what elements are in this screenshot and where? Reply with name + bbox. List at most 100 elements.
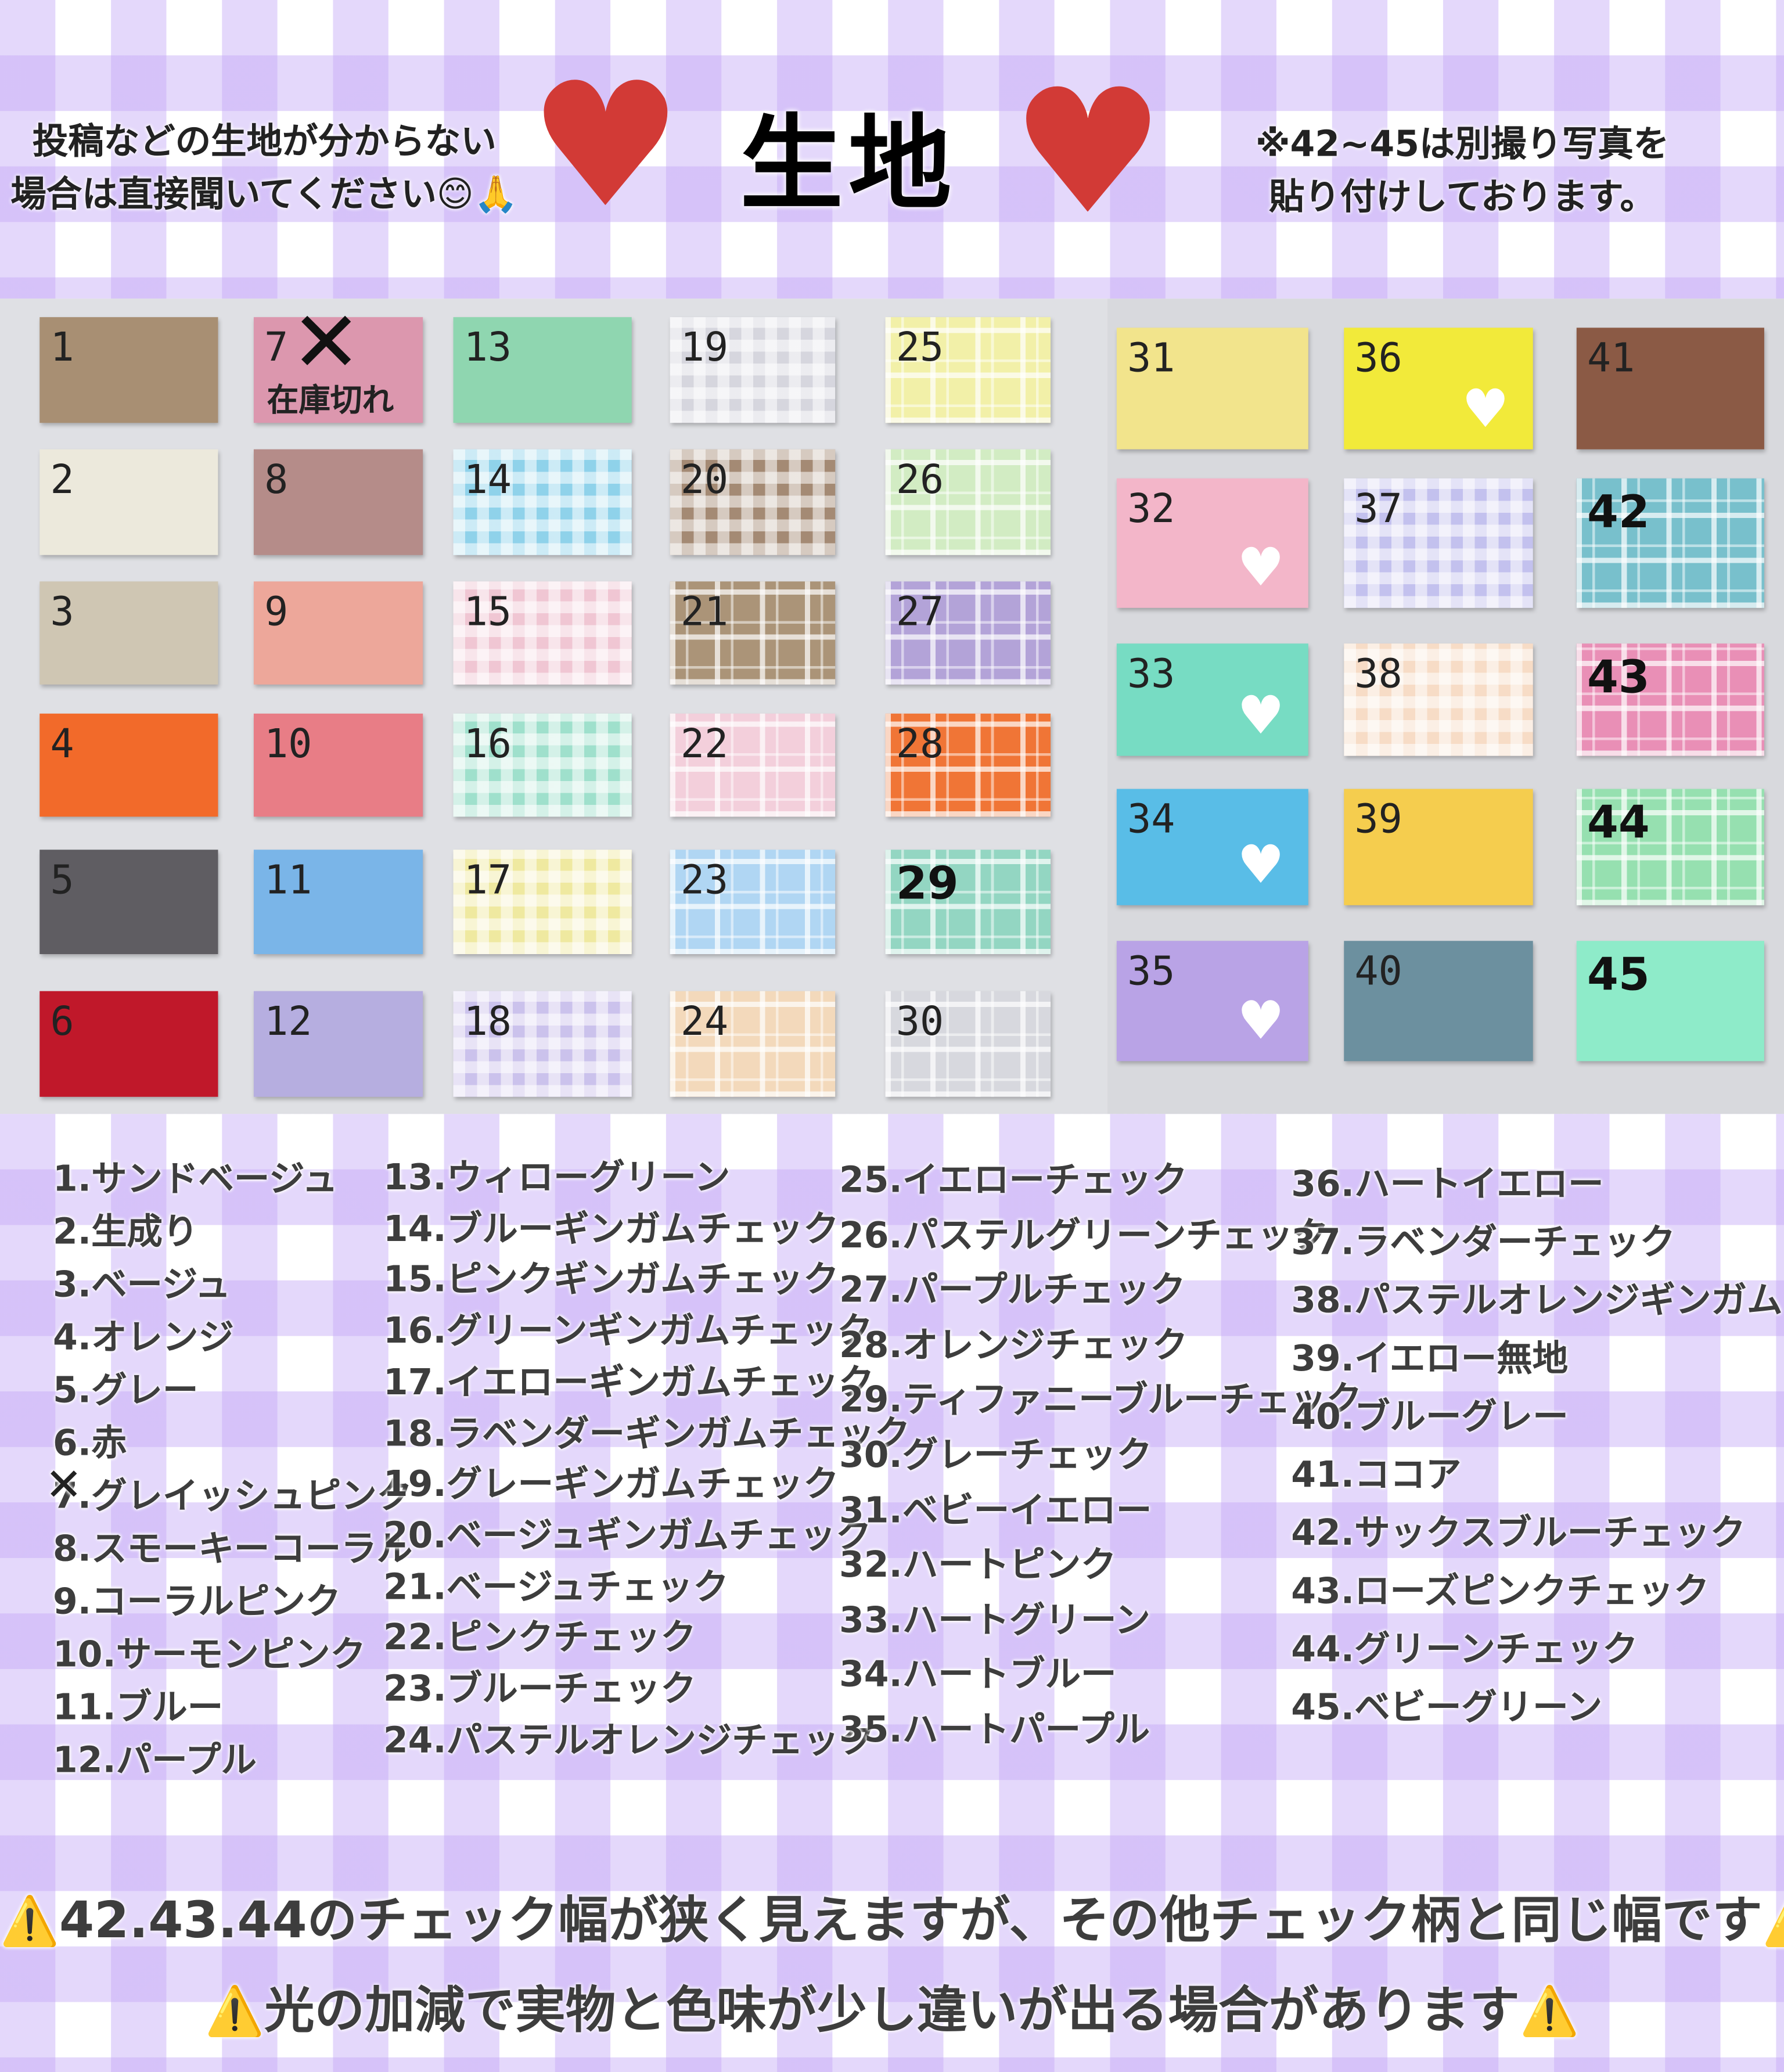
swatch-number: 12 [264, 999, 312, 1045]
swatch-12: 12 [253, 991, 423, 1097]
swatch-40: 40 [1344, 941, 1533, 1062]
fabric-list-item: 4.オレンジ [53, 1317, 234, 1359]
swatch-3: 3 [39, 581, 218, 685]
fabric-list-item: 34.ハートブルー [839, 1654, 1117, 1696]
swatch-30: 30 [885, 991, 1051, 1097]
swatch-5: 5 [39, 850, 218, 954]
swatch-number: 26 [895, 457, 944, 504]
fabric-list-item: 14.ブルーギンガムチェック [383, 1208, 839, 1250]
swatch-24: 24 [670, 991, 836, 1097]
swatch-45: 45 [1576, 941, 1764, 1062]
swatch-26: 26 [885, 449, 1051, 555]
swatch-number: 24 [680, 999, 729, 1045]
fabric-list-item: 41.ココア [1291, 1455, 1462, 1496]
swatch-number: 27 [895, 589, 944, 636]
swatch-number: 29 [895, 857, 959, 911]
fabric-list-item: 16.グリーンギンガムチェック [383, 1311, 873, 1352]
swatch-17: 17 [453, 850, 632, 954]
swatch-number: 19 [680, 325, 729, 372]
sold-out-label: 在庫切れ [267, 382, 394, 419]
swatch-number: 38 [1354, 651, 1402, 698]
right-note-line1: ※42~45は別撮り写真を [1255, 124, 1670, 166]
swatch-number: 30 [895, 999, 944, 1045]
swatch-number: 13 [463, 325, 512, 372]
warning-icon: ⚠️ [1519, 1984, 1579, 2039]
swatch-42: 42 [1576, 478, 1764, 608]
swatch-44: 44 [1576, 789, 1764, 905]
swatch-32: 32 [1116, 478, 1308, 608]
fabric-list-item: 33.ハートグリーン [839, 1600, 1150, 1641]
warning-icon: ⚠️ [1763, 1895, 1784, 1949]
swatch-4: 4 [39, 713, 218, 817]
fabric-list-item: 10.サーモンピンク [53, 1634, 366, 1676]
fabric-name-list: 1.サンドベージュ 2.生成り 3.ベージュ 4.オレンジ 5.グレー 6.赤 7.グレイッ… [0, 1114, 1784, 2072]
warning-line-1: ⚠️42.43.44のチェック幅が狭く見えますが、その他チェック柄と同じ幅です⚠… [0, 1879, 1784, 1952]
swatch-25: 25 [885, 317, 1051, 423]
swatch-number: 14 [463, 457, 512, 504]
fabric-list-item: 27.パープルチェック [839, 1270, 1186, 1311]
fabric-list-item: 31.ベビーイエロー [839, 1490, 1152, 1531]
page-title: 生地 [740, 106, 957, 225]
fabric-list-item: 30.グレーチェック [839, 1435, 1152, 1476]
swatch-36: 36 [1344, 328, 1533, 449]
fabric-list-item: 7.グレイッシュピンク ✕ [45, 1459, 413, 1517]
fabric-list-item: 22.ピンクチェック [383, 1618, 696, 1659]
swatch-number: 8 [264, 457, 289, 504]
swatch-number: 31 [1127, 336, 1175, 382]
swatch-35: 35 [1116, 941, 1308, 1062]
heart-icon: ♥ [528, 45, 683, 246]
swatch-8: 8 [253, 449, 423, 555]
fabric-list-item: 21.ベージュチェック [383, 1566, 729, 1608]
strike-x-icon: ✕ [45, 1459, 83, 1512]
swatch-9: 9 [253, 581, 423, 685]
fabric-list-item: 44.グリーンチェック [1291, 1629, 1638, 1671]
fabric-list-item: 19.グレーギンガムチェック [383, 1464, 839, 1506]
fabric-list-item: 2.生成り [53, 1211, 199, 1253]
fabric-list-item: 13.ウィローグリーン [383, 1157, 731, 1199]
swatch-number: 42 [1587, 486, 1650, 539]
swatch-photo-left [0, 298, 1107, 1114]
fabric-list-item: 39.イエロー無地 [1291, 1339, 1569, 1380]
warning-text-1: 42.43.44のチェック幅が狭く見えますが、その他チェック柄と同じ幅です [59, 1891, 1763, 1949]
swatch-number: 44 [1587, 797, 1650, 850]
swatch-number: 45 [1587, 948, 1650, 1002]
swatch-number: 4 [50, 721, 74, 768]
swatch-number: 22 [680, 721, 729, 768]
fabric-list-item: 18.ラベンダーギンガムチェック [383, 1413, 911, 1455]
swatch-number: 37 [1354, 486, 1402, 533]
warning-line-2: ⚠️光の加減で実物と色味が少し違いが出る場合があります⚠️ [0, 1969, 1784, 2042]
swatch-11: 11 [253, 850, 423, 954]
swatch-39: 39 [1344, 789, 1533, 905]
fabric-list-item: 25.イエローチェック [839, 1160, 1188, 1202]
fabric-list-item: 38.パステルオレンジギンガム [1291, 1280, 1783, 1322]
fabric-list-item: 45.ベビーグリーン [1291, 1687, 1603, 1729]
fabric-list-item: 40.ブルーグレー [1291, 1397, 1569, 1438]
swatch-2: 2 [39, 449, 218, 555]
fabric-list-item: 37.ラベンダーチェック [1291, 1222, 1676, 1264]
swatch-number: 20 [680, 457, 729, 504]
swatch-number: 43 [1587, 651, 1650, 704]
warning-icon: ⚠️ [205, 1984, 265, 2039]
swatch-27: 27 [885, 581, 1051, 685]
fabric-list-item: 3.ベージュ [53, 1264, 231, 1306]
swatch-19: 19 [670, 317, 836, 423]
swatch-37: 37 [1344, 478, 1533, 608]
swatch-number: 21 [680, 589, 729, 636]
swatch-13: 13 [453, 317, 632, 423]
swatch-number: 35 [1127, 948, 1175, 995]
left-note: 投稿などの生地が分からない 場合は直接聞いてください😊🙏 [10, 116, 518, 222]
fabric-list-item: 43.ローズピンクチェック [1291, 1571, 1710, 1613]
swatch-38: 38 [1344, 643, 1533, 756]
fabric-list-item: 5.グレー [53, 1370, 199, 1412]
swatch-6: 6 [39, 991, 218, 1097]
swatch-22: 22 [670, 713, 836, 817]
swatch-number: 3 [50, 589, 74, 636]
fabric-list-item: 9.コーラルピンク [53, 1581, 341, 1623]
swatch-number: 10 [264, 721, 312, 768]
fabric-list-item: 32.ハートピンク [839, 1545, 1117, 1587]
swatch-16: 16 [453, 713, 632, 817]
fabric-list-item: 36.ハートイエロー [1291, 1164, 1604, 1206]
fabric-list-item: 26.パステルグリーンチェック [839, 1215, 1329, 1257]
fabric-list-item: 28.オレンジチェック [839, 1325, 1188, 1366]
fabric-list-item: 8.スモーキーコーラル [53, 1528, 413, 1570]
